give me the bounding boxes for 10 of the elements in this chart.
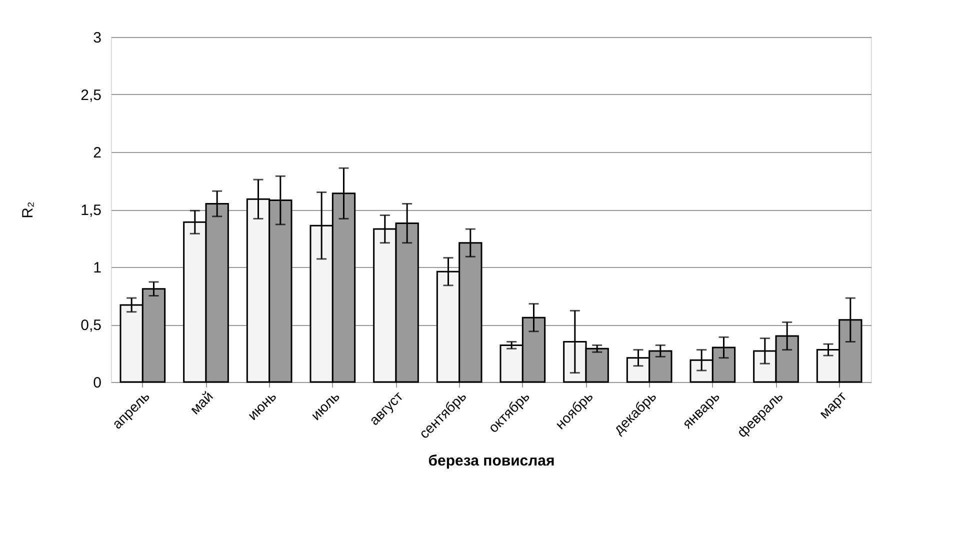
y-tick-label: 1: [93, 260, 102, 276]
y-tick-label: 2,5: [80, 87, 102, 104]
y-tick-label: 0: [93, 374, 102, 392]
y-tick-label: 0,5: [80, 317, 102, 334]
y-tick-label: 2: [93, 144, 102, 162]
y-tick-label: 3: [93, 30, 102, 46]
x-axis-title: береза повислая: [428, 452, 555, 470]
y-tick-label: 1,5: [80, 202, 102, 219]
y-axis-title: R₂: [20, 201, 37, 218]
x-tick-label: май: [186, 388, 216, 418]
